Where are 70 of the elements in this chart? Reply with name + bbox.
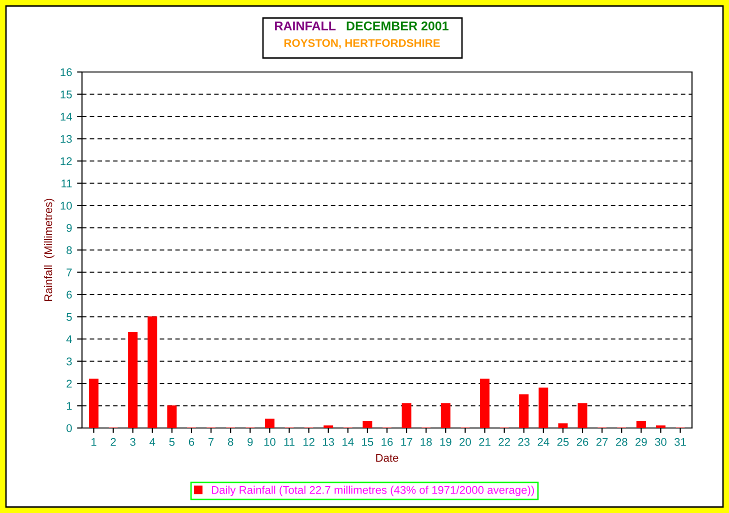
x-axis-title: Date [376, 454, 398, 462]
bar [128, 332, 138, 428]
bar [362, 420, 372, 428]
x-tick-label: 14 [342, 438, 354, 446]
x-tick-label: 6 [188, 438, 194, 446]
y-tick-label: 3 [66, 358, 72, 366]
y-tick-label: 9 [66, 224, 72, 232]
legend-label: Daily Rainfall (Total 22.7 millimetres (43% of 1971/2000 average)) [212, 486, 534, 496]
x-tick-label: 7 [208, 438, 214, 446]
bar [167, 405, 177, 428]
y-tick-label: 10 [60, 202, 72, 210]
bar [148, 316, 158, 428]
y-tick-label: 1 [66, 402, 72, 410]
x-tick-label: 18 [420, 438, 432, 446]
x-tick-label: 25 [557, 438, 569, 446]
bar [440, 403, 450, 428]
y-axis-title: Rainfall (Millimetres) [44, 198, 54, 301]
bar [402, 403, 412, 428]
bar [538, 388, 548, 428]
y-tick-label: 2 [66, 380, 72, 388]
x-tick-label: 27 [596, 438, 608, 446]
bar [636, 420, 646, 428]
bar [480, 378, 490, 428]
bar [519, 394, 529, 428]
x-tick-label: 15 [362, 438, 374, 446]
y-tick-label: 7 [66, 268, 72, 276]
bar [264, 418, 274, 428]
x-tick-label: 30 [654, 438, 666, 446]
x-tick-label: 21 [479, 438, 490, 446]
x-tick-label: 1 [91, 438, 96, 446]
y-tick-label: 12 [60, 157, 72, 166]
x-tick-label: 8 [228, 438, 234, 446]
y-tick-label: 6 [66, 290, 72, 299]
x-tick-label: 28 [616, 438, 628, 446]
y-tick-label: 11 [62, 180, 72, 188]
x-tick-label: 23 [518, 438, 530, 446]
y-tick-label: 13 [60, 135, 72, 143]
x-tick-label: 17 [401, 438, 412, 446]
x-tick-label: 29 [636, 438, 647, 446]
bar [656, 425, 666, 428]
x-tick-label: 26 [576, 438, 588, 446]
x-tick-label: 3 [130, 438, 136, 446]
y-tick-label: 5 [66, 313, 72, 321]
x-tick-label: 16 [382, 438, 393, 446]
chart-title: RAINFALL [275, 22, 336, 30]
bar [578, 403, 588, 428]
x-tick-label: 11 [284, 438, 294, 446]
x-tick-label: 2 [110, 438, 116, 446]
x-tick-label: 19 [440, 438, 452, 446]
x-tick-label: 22 [498, 438, 510, 446]
y-tick-label: 0 [66, 424, 72, 432]
bar [324, 425, 334, 428]
x-tick-label: 9 [248, 438, 253, 446]
x-tick-label: 20 [460, 438, 471, 446]
x-tick-label: 4 [150, 438, 156, 446]
y-tick-label: 16 [60, 68, 72, 76]
bar [558, 423, 568, 428]
x-tick-label: 12 [303, 438, 314, 446]
y-tick-label: 15 [60, 90, 72, 98]
y-tick-label: 8 [66, 246, 72, 254]
x-tick-label: 10 [264, 438, 276, 446]
text: ROYSTON, HERTFORDSHIRE [284, 39, 440, 49]
x-tick-label: 13 [323, 438, 334, 446]
x-tick-label: 24 [538, 438, 550, 446]
x-tick-label: 31 [674, 438, 686, 446]
chart-subtitle: DECEMBER 2001 [346, 22, 448, 30]
bar [88, 378, 98, 428]
x-tick-label: 5 [169, 438, 175, 446]
y-tick-label: 4 [66, 335, 72, 344]
y-tick-label: 14 [60, 112, 72, 121]
